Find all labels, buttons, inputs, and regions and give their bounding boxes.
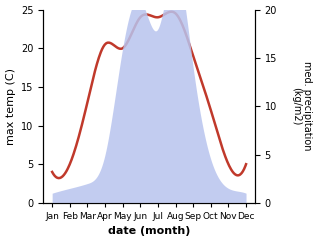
Y-axis label: med. precipitation
(kg/m2): med. precipitation (kg/m2) (291, 61, 313, 151)
Y-axis label: max temp (C): max temp (C) (5, 68, 16, 145)
X-axis label: date (month): date (month) (108, 227, 190, 236)
